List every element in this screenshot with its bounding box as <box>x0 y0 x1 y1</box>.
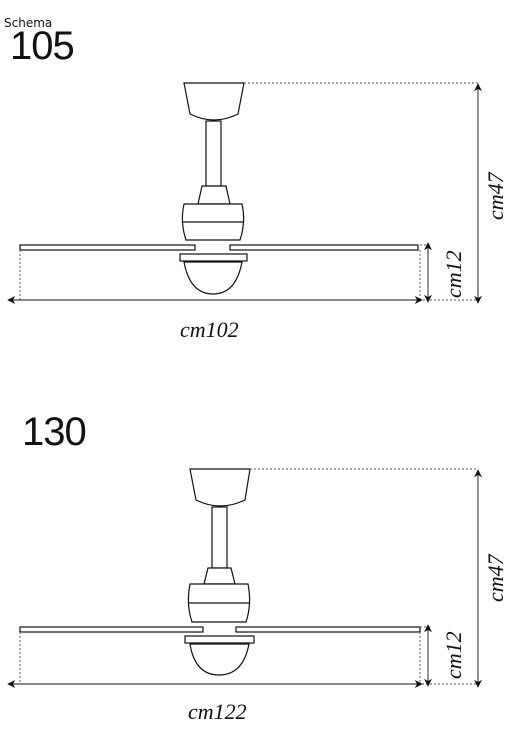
body-label-130: cm12 <box>441 631 466 679</box>
downrod <box>205 120 222 187</box>
canopy <box>189 468 251 507</box>
fan-105-drawing <box>19 82 419 295</box>
downrod <box>211 506 228 569</box>
light-bowl <box>183 261 243 295</box>
model-130-label: 130 <box>22 410 87 454</box>
blade-right <box>229 244 419 251</box>
width-label-105: cm102 <box>180 317 239 342</box>
collar <box>203 567 236 585</box>
height-label-130: cm47 <box>483 553 508 602</box>
blade-right <box>235 626 421 633</box>
light-cap <box>179 253 248 262</box>
canopy <box>183 82 245 121</box>
light-bowl <box>189 643 250 676</box>
schema-title: Schema <box>4 16 53 30</box>
collar <box>197 185 231 205</box>
blade-left <box>19 626 204 633</box>
model-105-label: 105 <box>10 24 75 68</box>
fan-130-dimensions <box>7 468 483 689</box>
body-label-105: cm12 <box>441 250 466 298</box>
height-label-105: cm47 <box>483 171 508 220</box>
fan-130-drawing <box>19 468 421 676</box>
fan-105-dimensions <box>7 82 483 305</box>
blade-left <box>19 244 196 251</box>
light-cap <box>184 635 255 644</box>
width-label-130: cm122 <box>188 699 247 724</box>
